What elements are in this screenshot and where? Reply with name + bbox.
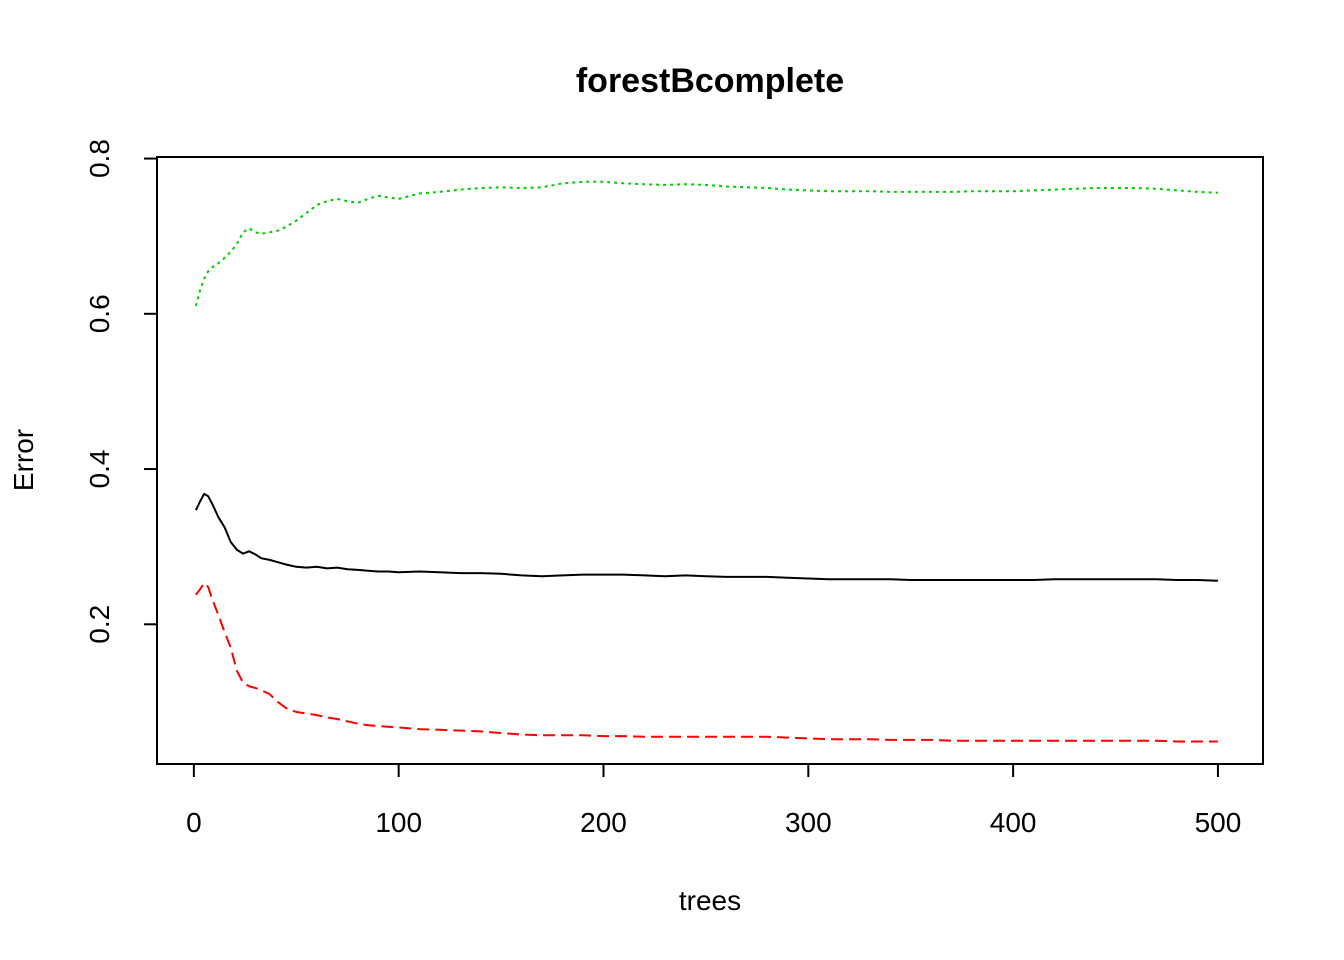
y-axis-label: Error (8, 429, 39, 491)
y-tick-label: 0.4 (84, 450, 115, 489)
x-axis-label: trees (679, 885, 741, 916)
series-line-1 (194, 492, 1218, 582)
x-tick-label: 500 (1195, 807, 1242, 838)
x-tick-label: 300 (785, 807, 832, 838)
series-line-3 (194, 180, 1218, 307)
chart-title: forestBcomplete (576, 62, 844, 100)
axes: 0 100 200 300 400 500 0.2 0.4 0.6 0.8 (84, 139, 1241, 838)
series-line-2 (195, 582, 1218, 743)
x-tick-label: 100 (375, 807, 422, 838)
x-tick-label: 0 (186, 807, 202, 838)
plot-frame (156, 156, 1264, 765)
x-tick-label: 200 (580, 807, 627, 838)
series-layer (194, 180, 1218, 743)
y-tick-label: 0.2 (84, 605, 115, 644)
x-tick-label: 400 (990, 807, 1037, 838)
y-tick-label: 0.6 (84, 294, 115, 333)
y-tick-label: 0.8 (84, 139, 115, 178)
